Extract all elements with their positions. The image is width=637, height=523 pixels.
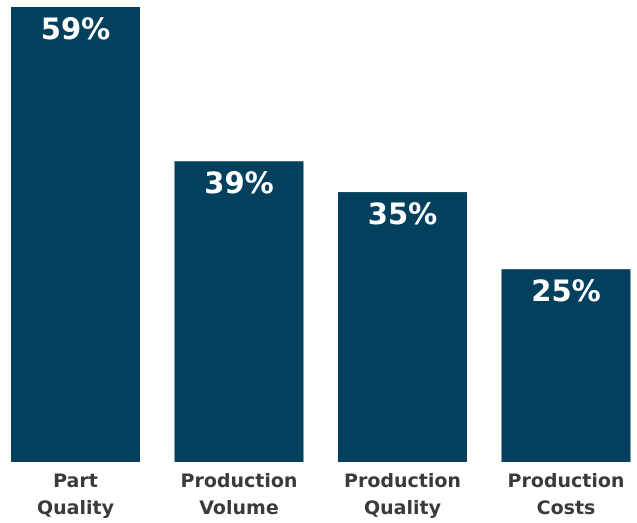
category-label-line: Production xyxy=(508,470,625,492)
category-label-line: Quality xyxy=(37,497,115,519)
bars-group xyxy=(11,7,631,462)
category-label: Production Quality xyxy=(344,470,461,519)
bar-3 xyxy=(501,269,631,462)
bar-value-label: 25% xyxy=(531,274,600,308)
category-label-line: Production xyxy=(344,470,461,492)
category-labels-group: Part Quality Production Volume Production Qua… xyxy=(37,470,624,519)
bar-value-label: 39% xyxy=(204,166,273,200)
category-label: Production Volume xyxy=(181,470,298,519)
category-label-line: Volume xyxy=(199,497,278,519)
category-label: Production Costs xyxy=(508,470,625,519)
bar-1 xyxy=(174,161,304,462)
bar-2 xyxy=(338,192,467,462)
bar-0 xyxy=(11,7,140,462)
bar-value-label: 35% xyxy=(368,197,437,231)
value-labels-group: 59% 39% 35% 25% xyxy=(41,12,601,308)
bar-value-label: 59% xyxy=(41,12,110,46)
category-label-line: Quality xyxy=(364,497,442,519)
category-label-line: Costs xyxy=(537,497,596,519)
category-label-line: Production xyxy=(181,470,298,492)
category-label: Part Quality xyxy=(37,470,115,519)
category-label-line: Part xyxy=(53,470,98,492)
